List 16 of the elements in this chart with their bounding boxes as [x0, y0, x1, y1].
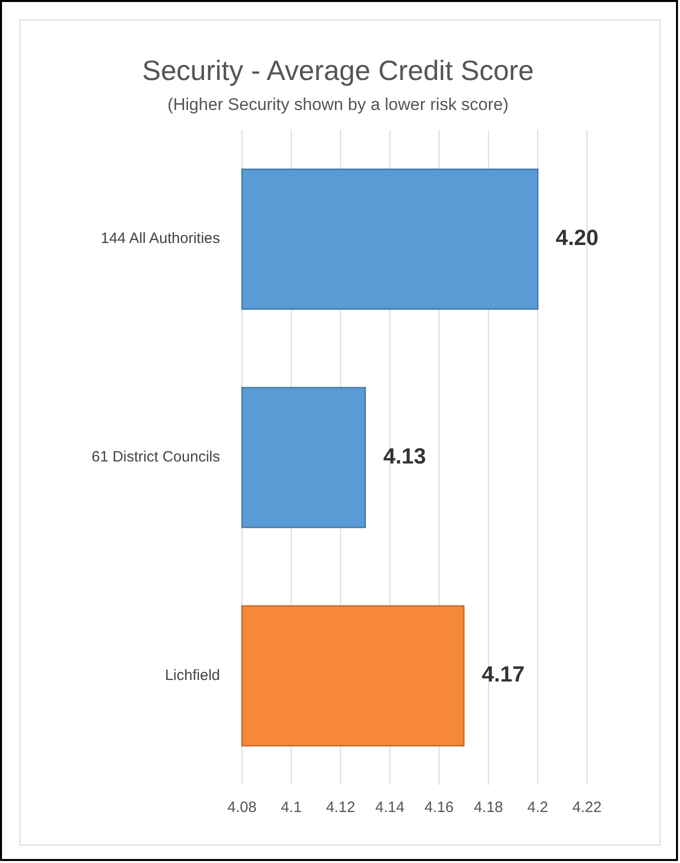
x-tick-label: 4.1	[280, 799, 302, 816]
x-tick-label: 4.22	[572, 799, 602, 816]
x-tick-label: 4.08	[227, 799, 257, 816]
x-tick-label: 4.18	[474, 799, 504, 816]
y-tick-label: 61 District Councils	[92, 448, 220, 466]
chart-subtitle: (Higher Security shown by a lower risk score)	[167, 95, 509, 114]
x-tick-label: 4.2	[527, 799, 548, 816]
y-tick-label: 144 All Authorities	[100, 230, 220, 248]
data-label: 4.20	[556, 224, 599, 250]
x-tick-label: 4.14	[375, 799, 404, 816]
data-label: 4.13	[383, 443, 426, 468]
data-label: 4.17	[482, 662, 525, 687]
x-tick-label: 4.16	[424, 799, 454, 816]
chart-title: Security - Average Credit Score	[142, 55, 534, 86]
y-tick-label: Lichfield	[164, 666, 220, 684]
x-tick-label: 4.12	[326, 799, 356, 816]
